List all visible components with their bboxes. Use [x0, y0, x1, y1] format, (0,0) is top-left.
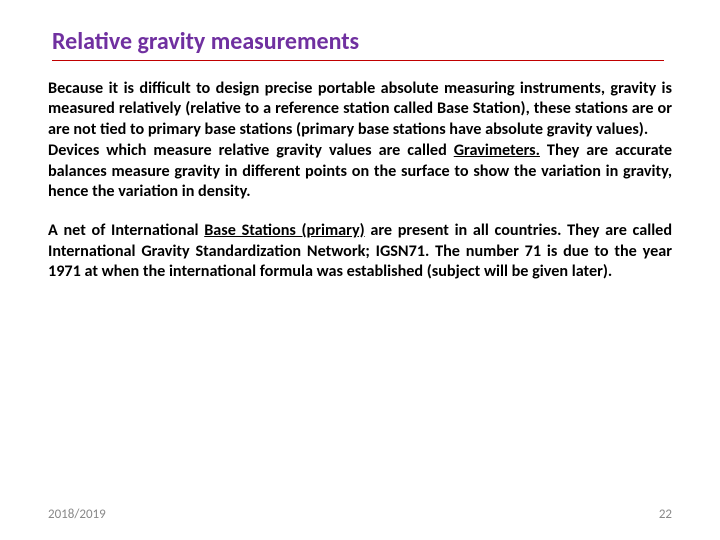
- paragraph-1: Because it is difficult to design precis…: [48, 79, 672, 203]
- slide-title: Relative gravity measurements: [52, 28, 664, 61]
- slide: Relative gravity measurements Because it…: [0, 0, 720, 540]
- page-number: 22: [659, 507, 672, 522]
- base-stations-term: Base Stations (primary): [204, 221, 364, 240]
- para1-line-b-prefix: Devices which measure relative gravity v…: [48, 141, 454, 160]
- footer-date: 2018/2019: [48, 507, 106, 522]
- slide-footer: 2018/2019 22: [0, 507, 720, 522]
- gravimeters-term: Gravimeters.: [454, 141, 540, 160]
- para2-prefix: A net of International: [48, 221, 204, 240]
- paragraph-2: A net of International Base Stations (pr…: [48, 221, 672, 283]
- para1-line-a: Because it is difficult to design precis…: [48, 79, 672, 139]
